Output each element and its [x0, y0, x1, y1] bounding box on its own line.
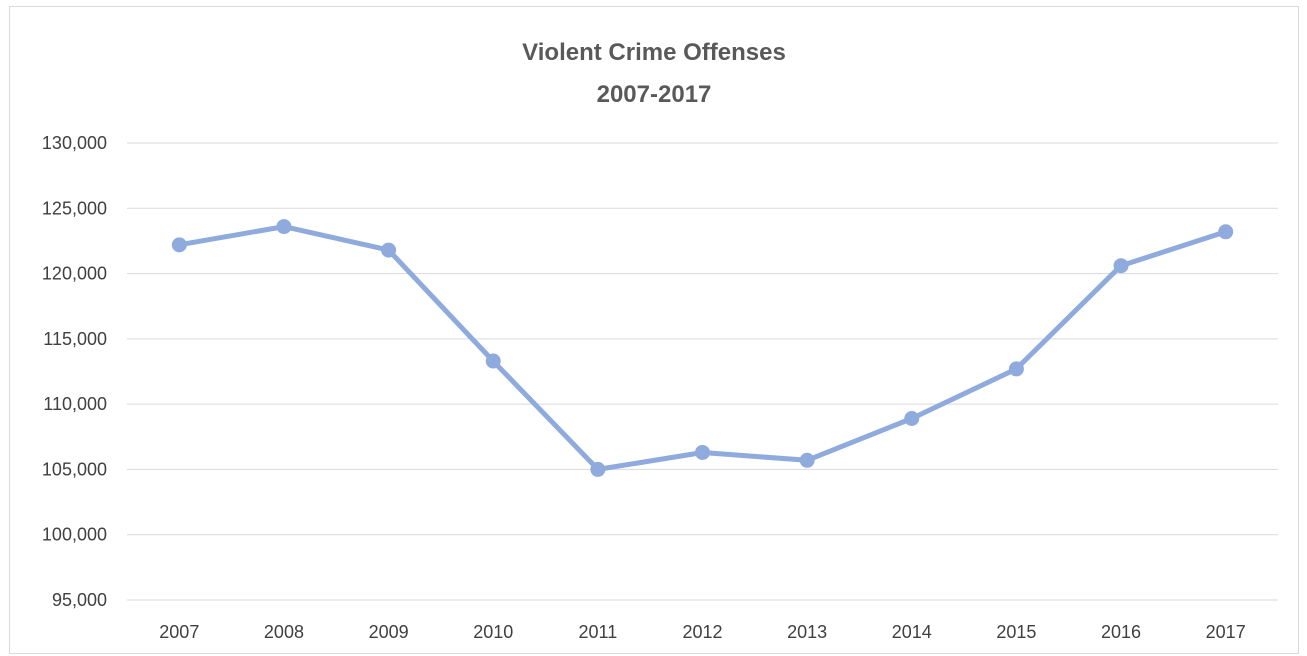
chart-title: Violent Crime Offenses	[522, 39, 786, 66]
y-tick-label: 120,000	[42, 264, 107, 284]
data-point	[904, 411, 920, 427]
y-tick-label: 125,000	[42, 198, 107, 218]
data-point	[171, 237, 187, 253]
x-tick-label: 2010	[473, 622, 513, 642]
data-point	[485, 353, 501, 369]
gridlines	[127, 142, 1278, 601]
x-tick-label: 2009	[369, 622, 409, 642]
data-point	[799, 452, 815, 468]
y-tick-label: 115,000	[43, 329, 107, 349]
data-point	[695, 444, 710, 460]
x-tick-label: 2016	[1101, 622, 1141, 642]
y-tick-label: 95,000	[52, 590, 107, 610]
y-axis-tick-labels: 95,000 100,000 105,000 110,000 115,000 120,00…	[42, 133, 107, 610]
series-line	[176, 224, 1229, 472]
y-tick-label: 100,000	[42, 525, 107, 545]
data-point	[276, 219, 292, 235]
series-layer	[171, 219, 1234, 477]
y-tick-label: 110,000	[43, 394, 107, 414]
data-point	[1008, 361, 1024, 377]
x-tick-label: 2008	[264, 622, 304, 642]
x-tick-label: 2012	[682, 622, 722, 642]
y-tick-label: 105,000	[42, 459, 107, 479]
x-tick-label: 2013	[787, 622, 827, 642]
chart-subtitle: 2007-2017	[597, 81, 712, 108]
x-axis-tick-labels: 2007 2008 2009 2010 2011 2012 2013 2014 2015 2016…	[159, 622, 1245, 642]
x-tick-label: 2011	[579, 622, 618, 642]
data-point	[590, 461, 606, 477]
data-point	[381, 242, 397, 258]
y-tick-label: 130,000	[42, 133, 107, 153]
x-tick-label: 2014	[892, 622, 932, 642]
x-tick-label: 2007	[159, 622, 199, 642]
x-tick-label: 2015	[996, 622, 1036, 642]
chart-frame	[9, 6, 1299, 654]
data-point	[1218, 224, 1234, 240]
data-point	[1113, 258, 1129, 274]
x-tick-label: 2017	[1206, 622, 1246, 642]
